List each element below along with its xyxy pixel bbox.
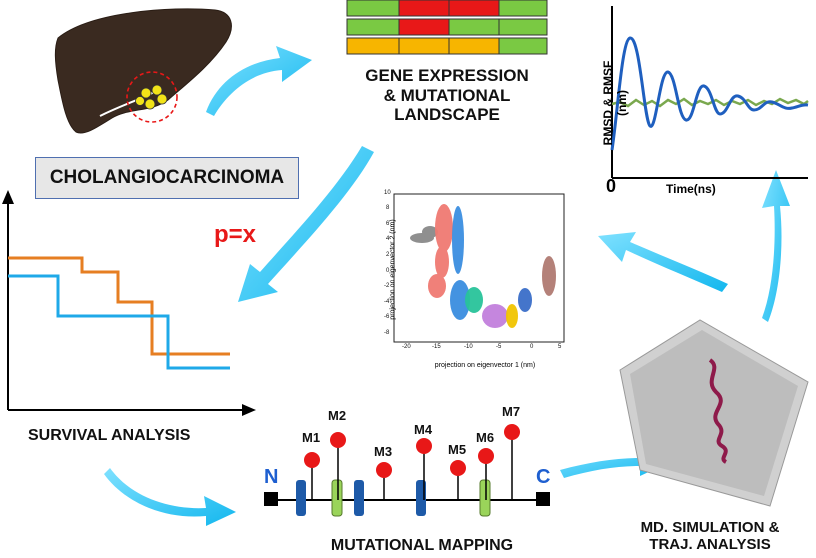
md-structure-image	[619, 319, 809, 507]
pca-y-tick: -2	[384, 283, 390, 289]
pca-y-tick: -4	[384, 299, 390, 305]
mutation-m2-marker	[330, 432, 346, 448]
mutation-m4-marker	[416, 438, 432, 454]
pca-y-tick: 6	[386, 221, 390, 227]
rmsd-x-axis-label: Time(ns)	[666, 182, 716, 196]
pca-y-tick: 0	[386, 268, 390, 274]
gene-expression-label: GENE EXPRESSION & MUTATIONAL LANDSCAPE	[340, 66, 554, 125]
gene-label-line-2: & MUTATIONAL	[383, 85, 511, 105]
rmsd-plot	[610, 6, 809, 179]
arrow-survival-to-mapping	[104, 468, 236, 526]
pca-cluster-brown	[542, 256, 556, 296]
pca-plot	[393, 193, 565, 343]
pca-cluster-salmon	[428, 204, 453, 298]
pca-cluster-blue	[450, 206, 470, 320]
p-value-label: p=x	[214, 221, 257, 248]
pca-x-axis-label: projection on eigenvector 1 (nm)	[434, 362, 536, 369]
pca-x-tick: -5	[496, 344, 502, 350]
arrow-gene-to-survival	[238, 146, 374, 302]
survival-curve-orange	[8, 256, 230, 356]
cholangiocarcinoma-label: CHOLANGIOCARCINOMA	[35, 157, 299, 199]
mutational-mapping-label: MUTATIONAL MAPPING	[330, 537, 514, 554]
arrow-md-to-pca	[598, 232, 728, 292]
pca-cluster-gray	[410, 226, 438, 243]
mutation-m7-marker	[504, 424, 520, 440]
pca-y-tick: 4	[386, 236, 390, 242]
mutation-label-m4: M4	[414, 422, 433, 437]
md-label-line-2: TRAJ. ANALYSIS	[649, 536, 771, 554]
mutation-m1-marker	[304, 452, 320, 468]
c-terminal-label: C	[536, 466, 551, 488]
gene-label-line-3: LANDSCAPE	[394, 105, 500, 125]
gene-expression-heatmap	[346, 0, 548, 55]
pca-x-tick: 5	[558, 344, 562, 350]
pca-y-tick: 10	[384, 190, 391, 196]
protein-ribbon	[708, 358, 728, 464]
survival-curve-blue	[8, 274, 230, 370]
mutation-label-m6: M6	[476, 430, 495, 445]
pca-cluster-cyan	[518, 288, 532, 312]
mutation-m6-marker	[478, 448, 494, 464]
rmsd-x-origin-label: 0	[606, 176, 617, 196]
pca-cluster-yellow	[506, 304, 518, 328]
pca-cluster-green	[465, 287, 483, 313]
gene-label-line-1: GENE EXPRESSION	[365, 66, 529, 85]
pca-y-axis-label: projection on eigenvector 2 (nm)	[389, 219, 397, 320]
pca-x-tick: -10	[464, 344, 473, 350]
liver-illustration	[54, 8, 232, 134]
arrow-liver-to-gene	[206, 46, 312, 116]
flow-arrows	[104, 46, 790, 526]
mutation-label-m5: M5	[448, 442, 467, 457]
pca-x-tick: -15	[432, 344, 441, 350]
pca-x-tick: -20	[402, 344, 411, 350]
arrow-md-to-rmsd	[762, 170, 790, 322]
rmsd-y-axis-label: RMSD & RMSF (nm)	[601, 60, 629, 146]
mutation-label-m3: M3	[374, 444, 393, 459]
pca-y-tick: 2	[386, 252, 390, 258]
pca-y-tick: -6	[384, 314, 390, 320]
survival-analysis-label: SURVIVAL ANALYSIS	[28, 427, 191, 444]
md-label-line-1: MD. SIMULATION &	[640, 519, 780, 536]
mutation-label-m2: M2	[328, 408, 347, 423]
pca-y-tick: 8	[386, 205, 390, 211]
mutation-map	[264, 424, 550, 517]
pca-x-tick: 0	[530, 344, 534, 350]
mutation-label-m1: M1	[302, 430, 321, 445]
mutation-m3-marker	[376, 462, 392, 478]
mutation-label-m7: M7	[502, 404, 521, 419]
rmsd-series-blue	[610, 36, 809, 151]
pca-cluster-purple	[482, 304, 508, 328]
pca-y-tick: -8	[384, 330, 390, 336]
md-simulation-label: MD. SIMULATION & TRAJ. ANALYSIS	[604, 519, 816, 554]
survival-plot	[2, 190, 256, 416]
mutation-m5-marker	[450, 460, 466, 476]
n-terminal-label: N	[264, 466, 279, 488]
